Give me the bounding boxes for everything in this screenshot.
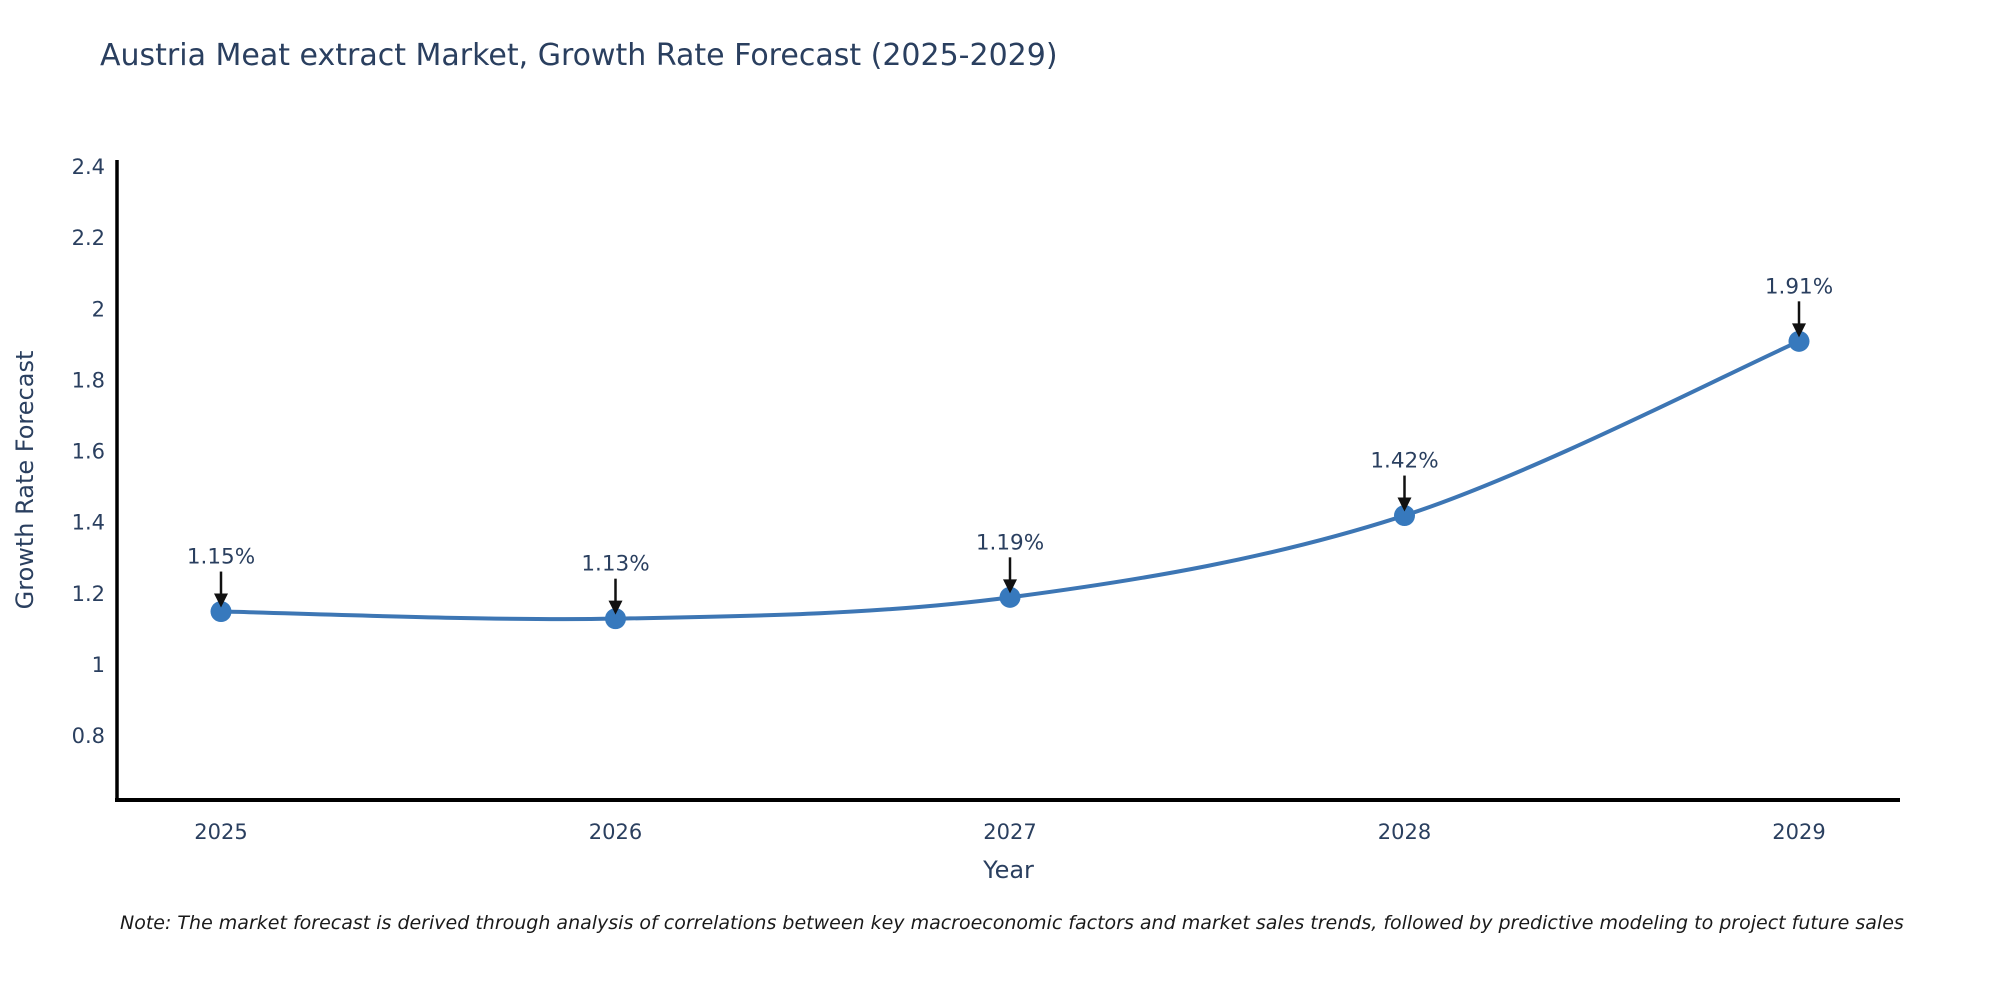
data-point[interactable] (210, 601, 232, 623)
data-point-label: 1.42% (1370, 449, 1438, 474)
x-tick-label: 2026 (589, 820, 642, 844)
y-tick-label: 2.2 (72, 226, 105, 250)
data-point[interactable] (999, 586, 1021, 608)
x-tick-label: 2025 (194, 820, 247, 844)
annotation-arrowhead-icon (608, 600, 623, 615)
y-tick-label: 1.4 (72, 511, 105, 535)
data-point[interactable] (605, 608, 626, 630)
data-point-label: 1.15% (187, 545, 255, 570)
annotation-arrowhead-icon (1792, 323, 1806, 338)
data-point-label: 1.19% (976, 530, 1044, 555)
annotation-arrowhead-icon (1397, 497, 1412, 512)
y-tick-label: 2 (92, 297, 105, 321)
y-axis-title: Growth Rate Forecast (11, 350, 39, 610)
y-tick-label: 1.2 (72, 582, 105, 606)
chart-title: Austria Meat extract Market, Growth Rate… (100, 38, 1058, 73)
data-point[interactable] (1788, 330, 1810, 352)
data-point-label: 1.91% (1765, 274, 1833, 299)
data-point[interactable] (1394, 505, 1415, 527)
data-point-label: 1.13% (581, 552, 649, 577)
x-tick-label: 2028 (1378, 820, 1431, 844)
x-axis-title: Year (983, 856, 1034, 884)
annotation-arrowhead-icon (1003, 579, 1017, 594)
x-tick-label: 2029 (1772, 820, 1825, 844)
annotation-arrowhead-icon (214, 593, 228, 608)
chart-footnote: Note: The market forecast is derived thr… (120, 912, 1904, 934)
y-tick-label: 2.4 (72, 155, 105, 179)
y-tick-label: 0.8 (72, 724, 105, 748)
x-tick-label: 2027 (983, 820, 1036, 844)
y-tick-label: 1 (92, 653, 105, 677)
y-tick-label: 1.8 (72, 368, 105, 392)
y-tick-label: 1.6 (72, 440, 105, 464)
